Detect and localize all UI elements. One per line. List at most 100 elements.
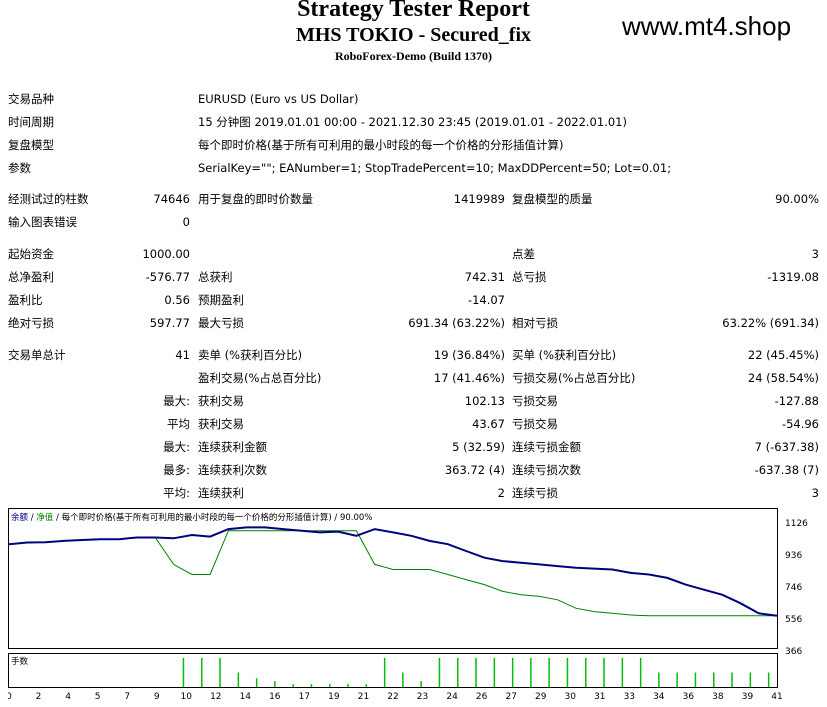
volume-bar xyxy=(255,678,258,687)
x-tick-label: 30 xyxy=(564,692,576,702)
x-tick-label: 22 xyxy=(387,692,398,702)
volume-bar xyxy=(603,658,605,687)
largest-loss-value: -127.88 xyxy=(774,394,819,408)
y-tick-label: 746 xyxy=(785,583,802,593)
maximum-label: 最大: xyxy=(163,440,190,454)
volume-bar xyxy=(566,658,569,687)
server-build: RoboForex-Demo (Build 1370) xyxy=(334,49,493,63)
x-tick-label: 21 xyxy=(358,692,369,702)
volume-bar xyxy=(438,658,441,687)
mismatch-label: 输入图表错误 xyxy=(8,215,77,229)
avg-win-label: 获利交易 xyxy=(198,417,244,431)
abs-drawdown-value: 597.77 xyxy=(149,316,190,330)
balance-line xyxy=(8,526,778,617)
symbol-label: 交易品种 xyxy=(8,92,54,106)
net-profit-value: -576.77 xyxy=(145,270,190,284)
largest-loss-label: 亏损交易 xyxy=(512,394,558,408)
average-label: 平均 xyxy=(167,417,190,431)
long-positions-label: 买单 (%获利百分比) xyxy=(512,348,617,362)
expert-name: MHS TOKIO - Secured_fix xyxy=(295,24,532,46)
x-tick-label: 41 xyxy=(771,692,782,702)
payoff-value: -14.07 xyxy=(467,293,505,307)
avg-cons-wins-label: 连续获利 xyxy=(198,486,244,500)
cons-losses-money-value: 7 (-637.38) xyxy=(754,440,819,454)
avg-win-value: 43.67 xyxy=(472,417,505,431)
max-drawdown-value: 691.34 (63.22%) xyxy=(408,316,505,330)
loss-trades-value: 24 (58.54%) xyxy=(747,371,819,385)
avg-cons-losses-value: 3 xyxy=(811,486,819,500)
cons-losses-count-label: 连续亏损次数 xyxy=(512,463,581,477)
x-tick-label: 16 xyxy=(269,692,281,702)
volume-plot-frame xyxy=(8,653,778,688)
cons-wins-money-label: 连续获利金额 xyxy=(198,440,267,454)
spread-value: 3 xyxy=(811,247,819,261)
volume-bar xyxy=(676,672,678,687)
volume-bar xyxy=(493,658,496,687)
maximal-label: 最多: xyxy=(163,463,190,477)
y-tick-label: 936 xyxy=(785,551,802,561)
profit-trades-label: 盈利交易(%占总百分比) xyxy=(198,371,322,385)
volume-bar xyxy=(329,684,331,687)
volume-bar xyxy=(274,681,276,687)
watermark: www.mt4.shop xyxy=(622,11,792,41)
largest-win-label: 获利交易 xyxy=(198,394,244,408)
avg-cons-wins-value: 2 xyxy=(497,486,505,500)
x-tick-label: 23 xyxy=(417,692,428,702)
bars-label: 经测试过的柱数 xyxy=(8,192,89,206)
bars-value: 74646 xyxy=(153,192,190,206)
x-tick-label: 0 xyxy=(8,692,12,702)
gross-loss-label: 总亏损 xyxy=(512,270,547,284)
volume-bar xyxy=(237,672,240,687)
quality-label: 复盘模型的质量 xyxy=(512,192,593,206)
volume-bar xyxy=(749,672,752,687)
volume-bar xyxy=(475,658,477,687)
profit-factor-label: 盈利比 xyxy=(8,293,43,307)
symbol-value: EURUSD (Euro vs US Dollar) xyxy=(198,92,359,106)
legend-balance: 余额 xyxy=(11,512,29,523)
volume-bar xyxy=(713,672,715,687)
volume-label: 手数 xyxy=(11,656,29,667)
volume-bar xyxy=(310,684,313,687)
ticks-label: 用于复盘的即时价数量 xyxy=(198,192,313,206)
x-tick-label: 33 xyxy=(624,692,635,702)
volume-bar xyxy=(420,681,422,687)
params-label: 参数 xyxy=(8,161,31,175)
x-tick-label: 5 xyxy=(95,692,101,702)
cons-wins-count-label: 连续获利次数 xyxy=(198,463,267,477)
x-tick-label: 34 xyxy=(653,692,665,702)
period-value: 15 分钟图 2019.01.01 00:00 - 2021.12.30 23:… xyxy=(198,115,627,129)
cons-losses-money-label: 连续亏损金额 xyxy=(512,440,581,454)
volume-bar xyxy=(511,658,514,687)
volume-bar xyxy=(548,658,550,687)
total-trades-label: 交易单总计 xyxy=(8,348,66,362)
volume-bar xyxy=(182,658,185,687)
average2-label: 平均: xyxy=(163,486,190,500)
largest-win-value: 102.13 xyxy=(464,394,505,408)
quality-value: 90.00% xyxy=(775,192,819,206)
volume-bar xyxy=(402,672,404,687)
avg-loss-label: 亏损交易 xyxy=(512,417,558,431)
volume-bar xyxy=(201,658,203,687)
volume-bar xyxy=(658,672,660,687)
params-value: SerialKey=""; EANumber=1; StopTradePerce… xyxy=(198,161,672,175)
chart-legend: 余额 / 净值 / 每个即时价格(基于所有可利用的最小时段的每一个价格的分形插值… xyxy=(11,512,372,523)
profit-trades-value: 17 (41.46%) xyxy=(433,371,505,385)
cons-wins-money-value: 5 (32.59) xyxy=(452,440,505,454)
volume-bar xyxy=(365,684,368,687)
abs-drawdown-label: 绝对亏损 xyxy=(8,316,54,330)
model-value: 每个即时价格(基于所有可利用的最小时段的每一个价格的分形插值计算) xyxy=(198,138,564,152)
model-label: 复盘模型 xyxy=(8,138,54,152)
loss-trades-label: 亏损交易(%占总百分比) xyxy=(512,371,636,385)
main-plot-frame xyxy=(8,508,778,649)
x-tick-label: 26 xyxy=(476,692,488,702)
x-tick-label: 9 xyxy=(154,692,160,702)
x-tick-label: 27 xyxy=(505,692,516,702)
deposit-value: 1000.00 xyxy=(142,247,190,261)
cons-wins-count-value: 363.72 (4) xyxy=(444,463,505,477)
report-title: Strategy Tester Report xyxy=(297,0,530,22)
volume-bar xyxy=(585,658,587,687)
x-tick-label: 24 xyxy=(446,692,458,702)
mismatch-value: 0 xyxy=(182,215,190,229)
rel-drawdown-label: 相对亏损 xyxy=(512,316,558,330)
x-tick-label: 39 xyxy=(742,692,754,702)
